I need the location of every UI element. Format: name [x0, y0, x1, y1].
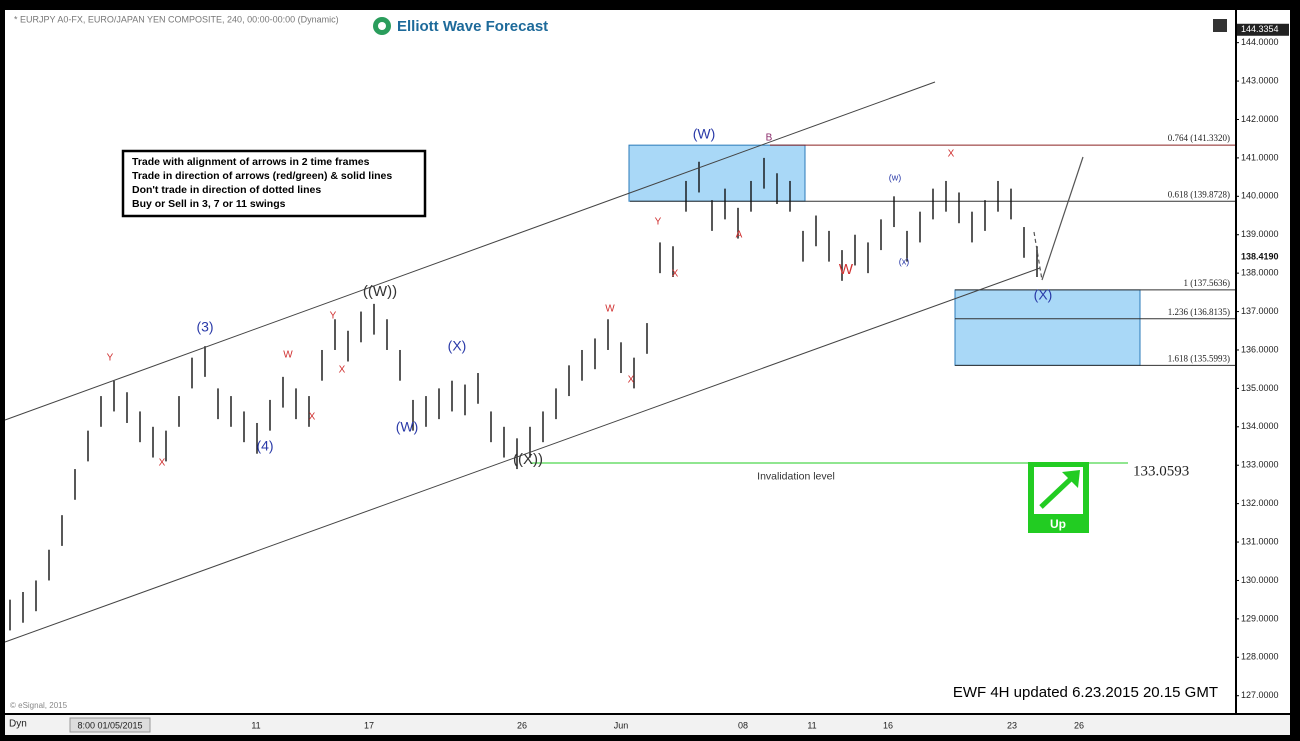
wave-label: A: [736, 230, 743, 241]
invalidation-text: Invalidation level: [757, 471, 835, 483]
projection-line: [1041, 156, 1084, 281]
copyright: © eSignal, 2015: [10, 701, 68, 710]
signal-label: Up: [1050, 517, 1066, 531]
note: Don't trade in direction of dotted lines: [132, 184, 321, 196]
brand: Elliott Wave Forecast: [397, 18, 548, 35]
y-tick-label: 142.0000: [1241, 114, 1279, 124]
wave-label: X: [339, 365, 346, 376]
fib-label: 1.618 (135.5993): [1168, 353, 1230, 363]
notes-box: [121, 149, 427, 218]
footer: EWF 4H updated 6.23.2015 20.15 GMT: [953, 684, 1218, 701]
price-tag-label: 144.3354: [1241, 24, 1279, 34]
invalidation-value: 133.0593: [1133, 463, 1189, 479]
y-tick-label: 139.0000: [1241, 229, 1279, 239]
x-tick-label: 08: [738, 720, 748, 730]
wave-label: ((W)): [363, 283, 397, 300]
wave-label: (X): [1034, 287, 1053, 303]
wave-label: X: [672, 269, 679, 280]
y-tick-label: 130.0000: [1241, 575, 1279, 585]
wave-label: X: [309, 412, 316, 423]
wave-label: (X): [448, 338, 467, 354]
wave-label: Y: [107, 353, 114, 364]
y-tick-label: 140.0000: [1241, 191, 1279, 201]
wave-label: ((X)): [513, 451, 543, 468]
x-tick-label: 11: [807, 720, 816, 730]
x-tick-label: 8:00 01/05/2015: [77, 720, 142, 730]
maximize-button[interactable]: [1213, 19, 1227, 32]
y-tick-label: 133.0000: [1241, 460, 1279, 470]
fib-zone: [628, 144, 806, 202]
y-tick-label: 131.0000: [1241, 536, 1279, 546]
x-tick-label: 26: [517, 720, 527, 730]
y-tick-label: 135.0000: [1241, 383, 1279, 393]
note: Buy or Sell in 3, 7 or 11 swings: [132, 198, 286, 210]
wave-label: (W): [693, 126, 716, 142]
wave-label: Y: [655, 217, 662, 228]
wave-label: (x): [899, 256, 910, 266]
fib-label: 0.764 (141.3320): [1168, 133, 1230, 143]
wave-label: W: [839, 261, 854, 278]
y-tick-label: 127.0000: [1241, 690, 1279, 700]
y-tick-label: 136.0000: [1241, 344, 1279, 354]
projection-dashed: [1033, 231, 1043, 281]
y-tick-label: 129.0000: [1241, 613, 1279, 623]
chart-title: * EURJPY A0-FX, EURO/JAPAN YEN COMPOSITE…: [14, 14, 339, 24]
wave-label: X: [628, 375, 635, 386]
wave-label: (w): [889, 172, 902, 182]
x-label-box: [69, 717, 151, 733]
y-tick-label: 137.0000: [1241, 306, 1279, 316]
plot-layer: 0.764 (141.3320) 0.618 (139.8728) 1 (137.5…: [9, 133, 1235, 631]
wave-label: (4): [256, 438, 273, 454]
price-tag: [1237, 23, 1289, 36]
price-tag-label: 138.4190: [1241, 251, 1279, 261]
channel-upper: [4, 81, 936, 421]
y-tick-label: 134.0000: [1241, 421, 1279, 431]
wave-label: X: [159, 458, 166, 469]
fib-label: 1.236 (136.8135): [1168, 307, 1230, 317]
fib-label: 1 (137.5636): [1184, 278, 1231, 288]
logo-icon-inner: [378, 22, 386, 30]
x-tick-label: 11: [251, 720, 260, 730]
x-tick-label: 17: [364, 720, 374, 730]
x-tick-label: 23: [1007, 720, 1017, 730]
wave-label: (3): [196, 319, 213, 335]
price-tag: [1237, 251, 1289, 264]
x-tick-label: 16: [883, 720, 893, 730]
channel-lower: [4, 267, 1041, 643]
note: Trade in direction of arrows (red/green)…: [132, 170, 392, 182]
price-axis: [1237, 10, 1290, 713]
y-tick-label: 144.0000: [1241, 37, 1279, 47]
signal-arrowhead: [1062, 470, 1080, 488]
wave-label: B: [766, 133, 773, 144]
wave-label: Y: [330, 311, 337, 322]
wave-label: W: [605, 304, 615, 315]
y-tick-label: 138.0000: [1241, 268, 1279, 278]
time-axis: [5, 715, 1290, 735]
y-tick-label: 143.0000: [1241, 75, 1279, 85]
y-tick-label: 132.0000: [1241, 498, 1279, 508]
fib-zone: [954, 289, 1141, 366]
x-tick-label: 26: [1074, 720, 1084, 730]
wave-label: W: [283, 350, 293, 361]
y-tick-label: 141.0000: [1241, 152, 1279, 162]
x-tick-label: Jun: [614, 720, 629, 730]
y-tick-label: 128.0000: [1241, 652, 1279, 662]
note: Trade with alignment of arrows in 2 time…: [132, 156, 370, 168]
fib-label: 0.618 (139.8728): [1168, 189, 1230, 199]
wave-label: X: [948, 149, 955, 160]
wave-label: (W): [396, 419, 419, 435]
mode: Dyn: [9, 719, 27, 730]
